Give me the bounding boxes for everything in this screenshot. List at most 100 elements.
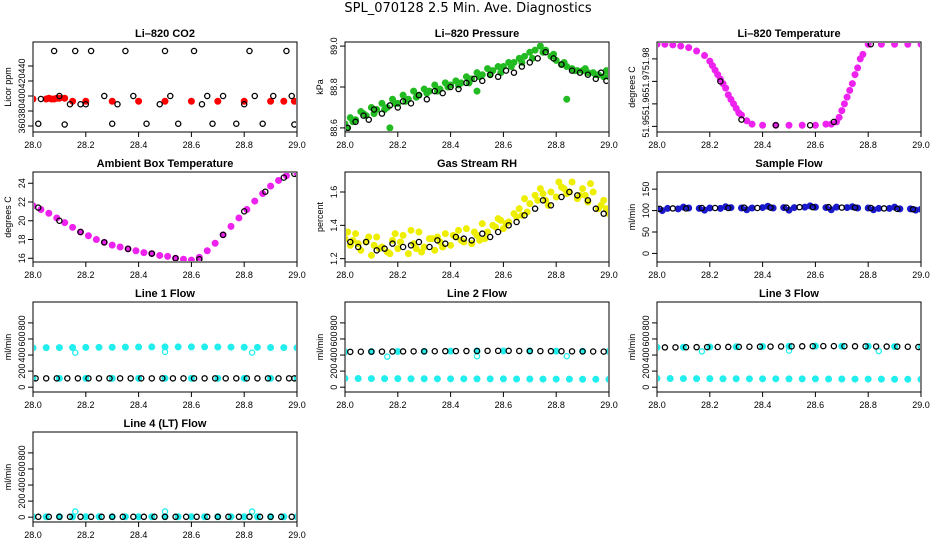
data-point <box>513 375 521 383</box>
data-point <box>179 255 187 261</box>
x-tick-label: 28.2 <box>701 140 719 150</box>
data-point <box>856 55 864 63</box>
data-point <box>407 226 415 234</box>
data-point <box>415 91 423 99</box>
data-point <box>558 61 565 68</box>
data-point <box>71 349 79 356</box>
data-point <box>156 101 163 108</box>
data-point <box>566 188 573 196</box>
data-point <box>291 121 296 128</box>
x-tick-label: 28.2 <box>701 400 719 410</box>
panel-line2: Line 2 Flow 28.0 28.2 28.4 28.6 28.8 29.0 0 2004… <box>315 288 618 410</box>
data-point <box>531 205 539 212</box>
data-point <box>116 375 124 382</box>
data-point <box>917 343 920 351</box>
x-tick-label: 28.2 <box>77 140 95 150</box>
data-point <box>772 375 780 383</box>
data-point <box>584 71 592 78</box>
data-point <box>864 375 872 383</box>
data-point <box>555 178 563 186</box>
data-point <box>552 375 560 383</box>
data-point <box>576 69 584 76</box>
data-point <box>267 182 275 190</box>
data-point <box>915 343 920 351</box>
data-point <box>201 375 208 382</box>
data-point <box>788 343 795 350</box>
y-tick-label: 800 <box>17 445 27 460</box>
x-tick-label: 28.6 <box>495 140 513 150</box>
plot-frame <box>344 301 610 393</box>
panel-rh: Gas Stream RH 28.0 28.2 28.4 28.6 28.8 29.0 1.2… <box>315 158 618 280</box>
y-tick-label: 400 <box>329 348 339 363</box>
data-layer <box>658 202 920 215</box>
data-point <box>880 205 888 212</box>
data-point <box>391 230 399 238</box>
data-point <box>404 250 412 258</box>
data-point <box>497 216 505 224</box>
data-point <box>92 236 100 243</box>
y-tick-label: 400 <box>17 478 27 493</box>
data-point <box>132 247 140 255</box>
panel-sample-flow: Sample Flow 28.0 28.2 28.4 28.6 28.8 29.0 0 50 10… <box>627 158 930 280</box>
data-point <box>354 243 362 251</box>
data-point <box>714 343 721 351</box>
data-point <box>367 375 375 383</box>
data-point <box>798 121 806 129</box>
data-point <box>478 220 486 228</box>
y-tick-label: 200 <box>17 364 27 379</box>
data-point <box>383 353 391 360</box>
x-tick-label: 29.0 <box>600 270 618 280</box>
data-point <box>172 513 179 521</box>
x-tick-label: 28.0 <box>336 270 354 280</box>
data-point <box>140 249 148 257</box>
data-point <box>196 255 203 261</box>
data-point <box>439 89 446 97</box>
data-point <box>254 375 261 382</box>
data-point <box>471 75 478 83</box>
data-point <box>35 204 42 211</box>
y-tick-label: 18 <box>17 234 27 244</box>
data-point <box>756 343 764 350</box>
panel-licor-temp: Li–820 Temperature 28.0 28.2 28.4 28.6 28.8 29… <box>627 28 930 150</box>
data-point <box>669 205 677 212</box>
data-point <box>248 508 256 515</box>
data-point <box>251 197 259 205</box>
data-point <box>87 47 95 55</box>
data-point <box>293 173 296 177</box>
data-point <box>187 97 195 105</box>
data-point <box>494 347 502 355</box>
data-point <box>347 348 354 356</box>
data-point <box>431 246 439 254</box>
data-point <box>214 97 222 105</box>
data-point <box>470 228 478 236</box>
data-point <box>693 343 700 351</box>
data-point <box>240 208 248 215</box>
y-tick-label: 51.96 <box>641 93 651 116</box>
data-point <box>851 204 859 211</box>
data-point <box>222 375 229 382</box>
y-tick-label: 1.4 <box>329 219 339 232</box>
data-point <box>56 92 63 100</box>
data-point <box>754 204 761 212</box>
data-point <box>108 343 116 351</box>
data-point <box>531 46 539 54</box>
panel-title: Li–820 Temperature <box>737 28 840 40</box>
x-tick-label: 28.0 <box>24 400 42 410</box>
y-axis-label: ml/min <box>627 204 637 231</box>
x-tick-label: 28.8 <box>547 140 565 150</box>
data-layer <box>34 508 296 521</box>
data-point <box>394 375 402 383</box>
data-point <box>95 375 103 382</box>
data-point <box>521 52 529 60</box>
data-point <box>346 228 352 236</box>
panel-line4: Line 4 (LT) Flow 28.0 28.2 28.4 28.6 28.8 29.0… <box>3 418 306 540</box>
y-tick-label: 51.95 <box>641 115 651 138</box>
data-point <box>182 513 190 521</box>
data-point <box>565 375 573 383</box>
plot-frame <box>344 41 610 133</box>
data-point <box>473 87 481 95</box>
y-tick-label: 600 <box>17 331 27 346</box>
data-layer <box>658 43 920 129</box>
data-point <box>71 47 79 55</box>
data-point <box>851 343 859 350</box>
